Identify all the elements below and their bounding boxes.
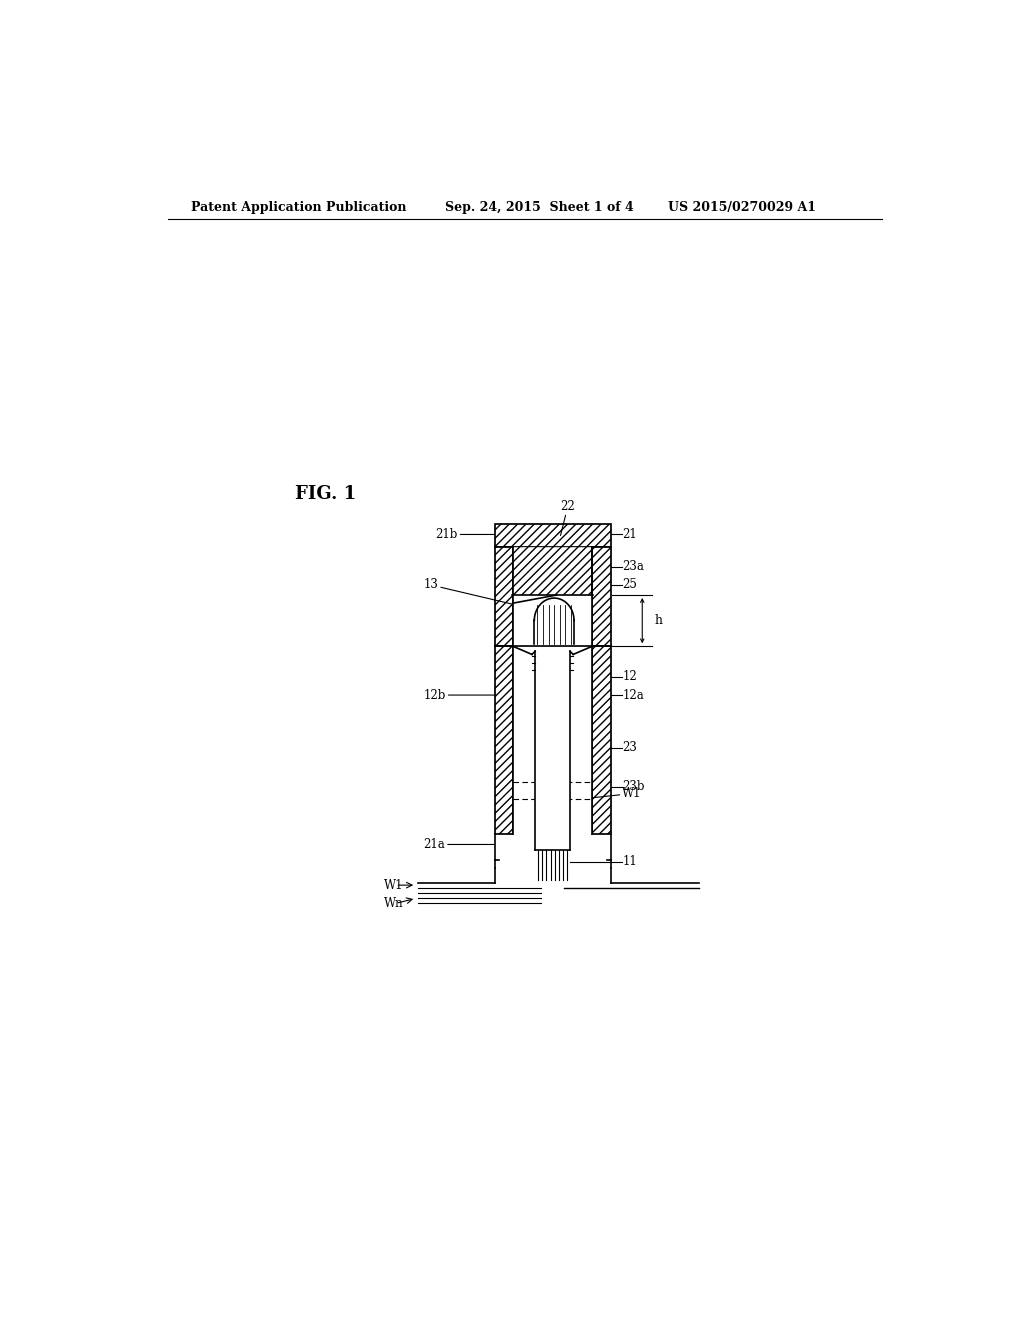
Text: 13: 13 — [423, 578, 517, 605]
Bar — [513, 546, 592, 647]
Bar — [513, 595, 592, 647]
Bar — [592, 647, 610, 834]
Text: 12: 12 — [623, 671, 637, 684]
Text: 25: 25 — [623, 578, 637, 591]
Text: FIG. 1: FIG. 1 — [295, 484, 355, 503]
Text: 23b: 23b — [623, 780, 645, 793]
Bar — [495, 524, 610, 546]
Text: W1: W1 — [384, 879, 403, 891]
Bar — [495, 524, 610, 546]
Text: 21b: 21b — [435, 528, 495, 541]
Text: h: h — [654, 614, 663, 627]
Text: 11: 11 — [623, 855, 637, 869]
Text: 21a: 21a — [423, 838, 495, 851]
Bar — [495, 546, 513, 647]
Text: W1: W1 — [560, 787, 642, 803]
Bar — [495, 647, 513, 834]
Text: 21: 21 — [623, 528, 637, 541]
Text: 12b: 12b — [423, 689, 495, 701]
Bar — [592, 546, 610, 647]
Text: 12a: 12a — [623, 689, 644, 701]
Text: 23a: 23a — [623, 561, 644, 573]
Bar — [495, 647, 513, 834]
Bar — [592, 546, 610, 647]
Bar — [536, 651, 570, 850]
Text: 22: 22 — [560, 499, 575, 536]
Bar — [592, 647, 610, 834]
Text: 23: 23 — [623, 742, 637, 755]
Bar — [513, 647, 592, 834]
Text: Patent Application Publication: Patent Application Publication — [191, 201, 407, 214]
Bar — [513, 546, 592, 647]
Bar — [495, 546, 513, 647]
Text: Sep. 24, 2015  Sheet 1 of 4: Sep. 24, 2015 Sheet 1 of 4 — [445, 201, 634, 214]
Text: Wn: Wn — [384, 896, 403, 909]
Text: US 2015/0270029 A1: US 2015/0270029 A1 — [668, 201, 816, 214]
